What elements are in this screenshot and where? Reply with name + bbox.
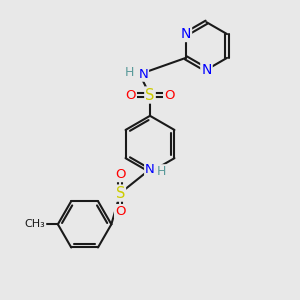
Text: S: S [145,88,155,103]
Text: O: O [125,88,136,101]
Text: O: O [164,88,175,101]
Text: H: H [124,66,134,79]
Text: CH₃: CH₃ [25,219,45,229]
Text: S: S [116,186,125,201]
Text: H: H [157,165,166,178]
Text: N: N [201,63,212,77]
Text: N: N [145,164,155,176]
Text: N: N [181,27,191,41]
Text: N: N [138,68,148,81]
Text: O: O [115,205,125,218]
Text: O: O [115,168,125,181]
